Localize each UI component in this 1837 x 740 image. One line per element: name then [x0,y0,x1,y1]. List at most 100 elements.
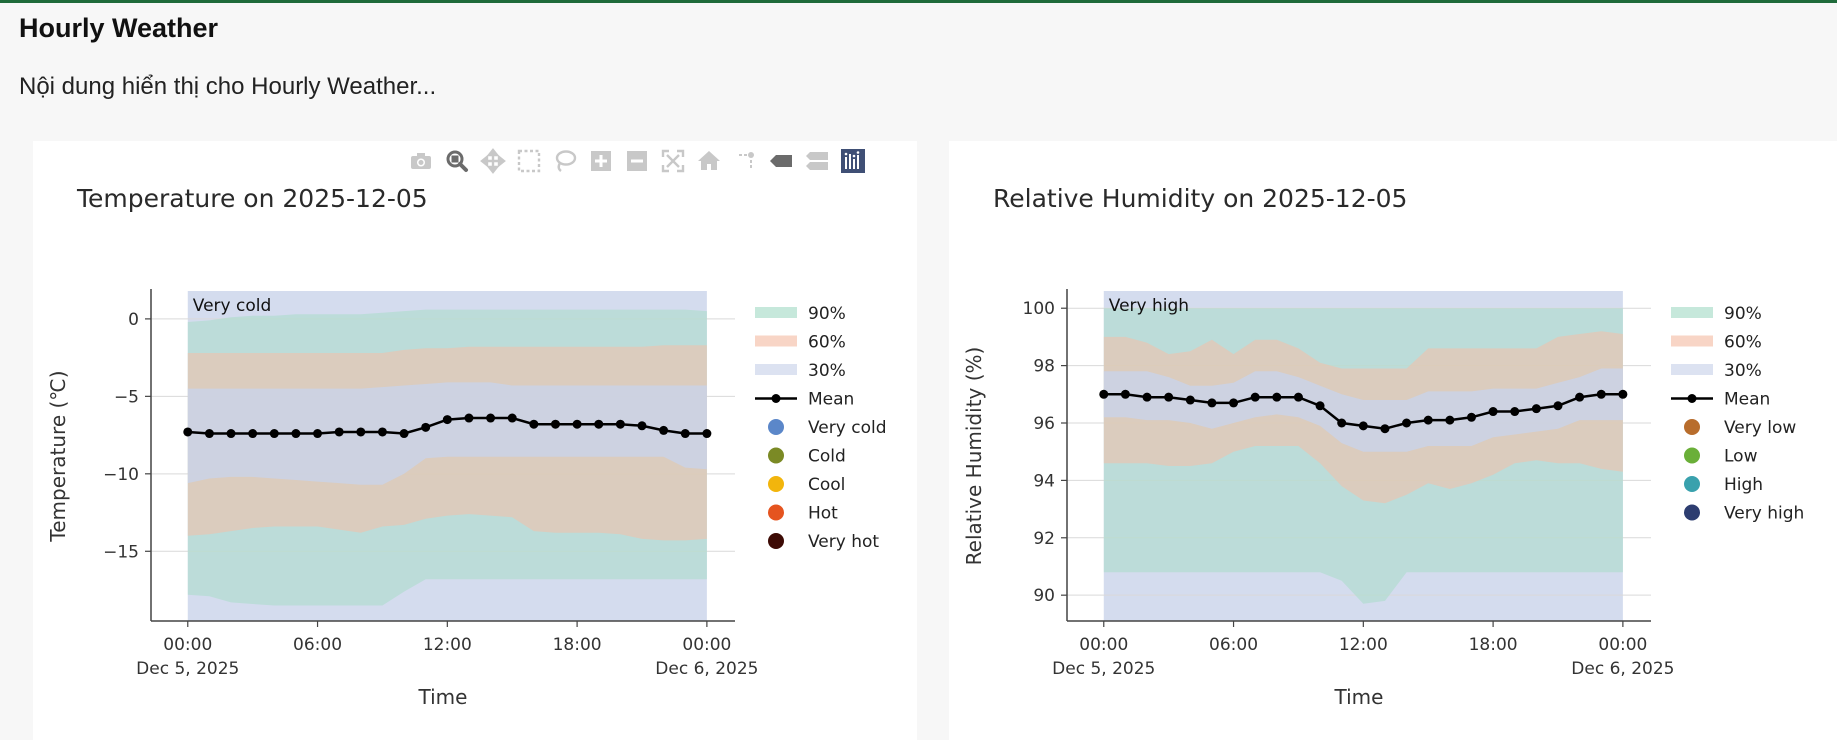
mean-point [507,413,517,423]
x-axis-title: Time [418,685,468,709]
band-30pct [1103,368,1623,452]
hover-compare-icon [806,152,828,170]
mean-point [226,429,236,439]
camera-icon [411,153,431,169]
legend-label: Very low [1724,418,1796,438]
mean-point [1510,407,1520,417]
mean-point [313,429,323,439]
reset-axes-button[interactable] [691,145,727,177]
x-tick-label: 00:00 [682,635,731,655]
legend-band-swatch [1671,307,1713,318]
plotly-logo-button[interactable] [835,145,871,177]
mean-point [1142,392,1152,402]
lasso-select-icon [555,150,577,172]
y-tick-label: 94 [1033,471,1055,491]
legend-label: Very cold [808,418,886,438]
x-axis-title: Time [1334,685,1384,709]
mean-point [1293,392,1303,402]
zoom-button[interactable] [439,145,475,177]
mean-point [269,429,279,439]
temperature-chart-panel: Temperature on 2025-12-05 Very cold 0 −5 −10… [33,141,917,740]
chart-title: Relative Humidity on 2025-12-05 [993,184,1407,213]
hover-compare-button[interactable] [799,145,835,177]
box-select-button[interactable] [511,145,547,177]
mean-point [1380,424,1390,434]
mean-point [334,427,344,437]
hover-closest-button[interactable] [763,145,799,177]
pan-button[interactable] [475,145,511,177]
spike-lines-button[interactable] [727,145,763,177]
mean-point [1315,401,1325,411]
x-tick-label: 18:00 [553,635,602,655]
humidity-chart[interactable]: Relative Humidity on 2025-12-05 Very high… [949,141,1837,740]
y-tick-label: 92 [1033,529,1055,549]
mean-point [1423,415,1433,425]
mean-point [1272,392,1282,402]
mean-point [1596,389,1606,399]
zoom-out-button[interactable] [619,145,655,177]
mean-point [572,419,582,429]
mean-point [702,429,712,439]
mean-point [377,427,387,437]
legend-label: Mean [1724,390,1770,410]
zoom-in-icon [591,151,611,171]
legend-label: Very high [1724,504,1804,524]
mean-point [1164,392,1174,402]
mean-point [1229,398,1239,408]
mean-point [1445,415,1455,425]
mean-point [615,419,625,429]
legend-category-marker [768,419,784,435]
zoom-out-icon [627,151,647,171]
legend-band-swatch [755,335,797,347]
category-label: Very high [1109,296,1189,316]
x-tick-label: 06:00 [1209,635,1258,655]
x-tick-label: 00:00 [1079,635,1128,655]
mean-point [442,415,452,425]
legend-band-swatch [755,364,797,375]
x-tick-label: 12:00 [1339,635,1388,655]
legend-category-marker [768,504,784,521]
mean-point [204,429,214,439]
zoom-icon [446,150,468,172]
page-title: Hourly Weather [19,13,219,43]
mean-point [421,422,431,432]
mean-point [1575,392,1585,402]
lasso-select-button[interactable] [547,145,583,177]
mean-point [486,413,496,423]
y-axis-title: Relative Humidity (%) [962,347,986,566]
y-tick-label: −15 [103,542,139,562]
mean-point [1618,389,1628,399]
mean-point [1466,412,1476,422]
mean-point [1250,392,1260,402]
mean-point [464,413,474,423]
autoscale-button[interactable] [655,145,691,177]
chart-title: Temperature on 2025-12-05 [76,184,428,213]
legend-category-marker [768,476,784,492]
legend-label: Very hot [808,532,879,552]
temperature-chart[interactable]: Temperature on 2025-12-05 Very cold 0 −5 −10… [33,141,917,740]
x-tick-label: 00:00 [1598,635,1647,655]
y-tick-label: −10 [103,465,139,485]
download-png-button[interactable] [403,145,439,177]
legend-band-swatch [1671,335,1713,347]
x-tick-label: 18:00 [1469,635,1518,655]
legend-label: 60% [1724,333,1762,353]
mean-point [659,425,669,435]
legend-mean-marker [1687,394,1697,403]
zoom-in-button[interactable] [583,145,619,177]
y-tick-label: 0 [128,310,139,330]
page-description: Nội dung hiển thị cho Hourly Weather... [19,73,437,100]
mean-point [1553,401,1563,411]
mean-point [1337,418,1347,428]
legend-category-marker [1684,447,1700,464]
legend-category-marker [768,447,784,464]
mean-point [1531,404,1541,414]
y-tick-label: 90 [1033,586,1055,606]
y-tick-label: 96 [1033,414,1055,434]
hover-closest-icon [770,155,792,167]
y-tick-label: 100 [1023,299,1055,319]
plotly-logo-icon [841,149,865,173]
legend-category-marker [1684,476,1700,492]
mean-point [1358,421,1368,431]
legend-label: High [1724,475,1763,495]
